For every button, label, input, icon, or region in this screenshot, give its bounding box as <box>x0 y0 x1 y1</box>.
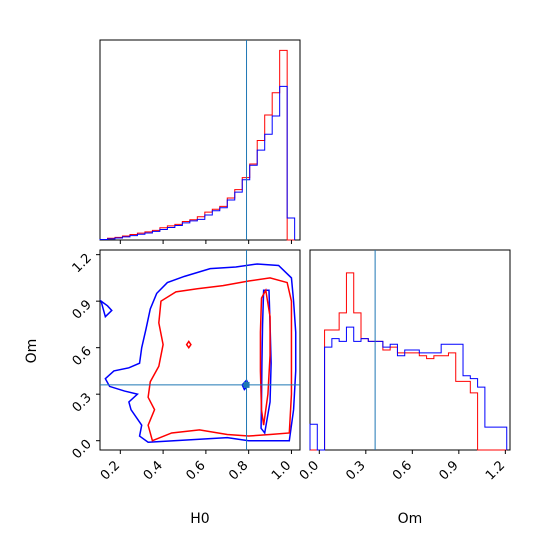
contour-level-5 <box>99 299 113 319</box>
h0-histogram-series-2 <box>99 85 296 241</box>
x-axis-label-om: Om <box>398 511 423 527</box>
om-x-tick-label: 1.2 <box>483 458 508 483</box>
om-y-tick-label: 0.9 <box>70 297 95 322</box>
h0-panel-frame <box>99 39 301 241</box>
om-y-tick-label: 0.0 <box>70 437 95 462</box>
h0-x-tick-label: 1.0 <box>269 458 294 483</box>
om-y-tick-label: 0.3 <box>70 390 95 415</box>
h0-x-tick-label: 0.4 <box>141 458 166 483</box>
h0-x-tick-label: 0.6 <box>183 458 208 483</box>
h0-marginal-panel <box>99 39 301 244</box>
om-histogram-series-2 <box>309 326 508 451</box>
contour-level-2 <box>147 277 293 442</box>
om-x-tick-label: 0.3 <box>343 458 368 483</box>
h0-x-tick-label: 0.2 <box>98 458 123 483</box>
om-x-tick-label: 0.6 <box>390 458 415 483</box>
om-x-tick-label: 0.9 <box>436 458 461 483</box>
y-axis-label-om: Om <box>24 339 40 364</box>
om-panel-frame <box>309 249 511 451</box>
x-axis-label-h0: H0 <box>190 511 209 527</box>
om-y-tick-label: 0.6 <box>70 344 95 369</box>
om-histogram-series-1 <box>310 272 507 451</box>
h0-histogram-series-1 <box>99 49 295 241</box>
h0-x-tick-label: 0.8 <box>226 458 251 483</box>
om-y-tick-label: 1.2 <box>70 251 95 276</box>
contour-level-1 <box>104 263 297 444</box>
joint-truth-marker <box>243 381 250 388</box>
om-x-tick-label: 0.0 <box>297 458 322 483</box>
joint-panel-frame <box>99 249 301 451</box>
om-marginal-panel: 0.0 0.3 0.6 0.9 1.2 <box>297 249 511 483</box>
contour-level-7 <box>185 340 192 349</box>
contour-level-4 <box>259 288 271 426</box>
joint-contour-panel: 0.2 0.4 0.6 0.8 1.0 0.0 0.3 0.6 0.9 1.2 <box>70 249 301 483</box>
